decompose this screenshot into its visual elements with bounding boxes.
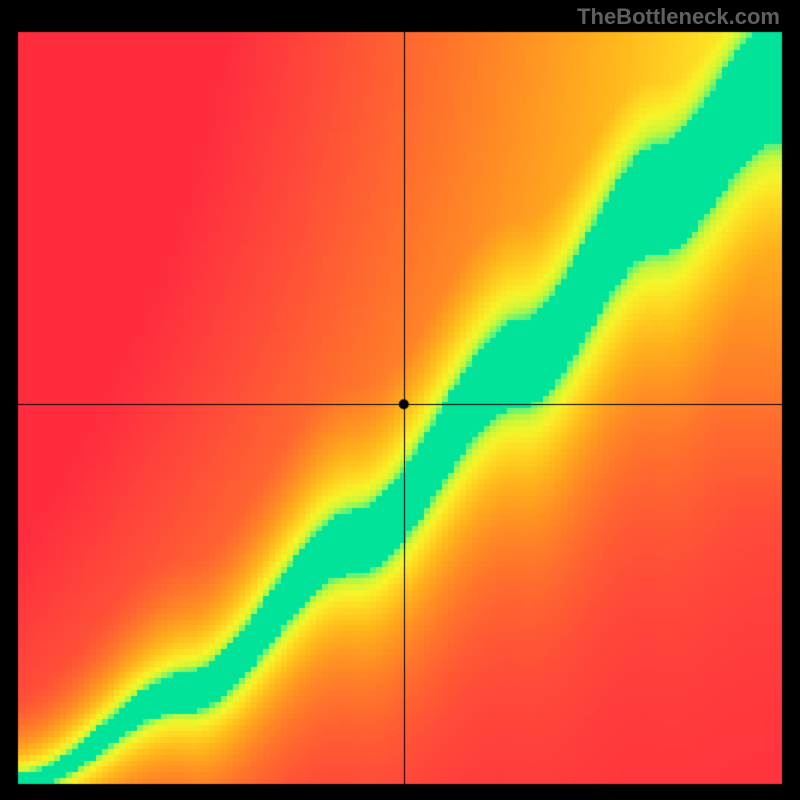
watermark-label: TheBottleneck.com [577,4,780,30]
root: { "watermark": { "text": "TheBottleneck.… [0,0,800,800]
bottleneck-heatmap-canvas [0,0,800,800]
